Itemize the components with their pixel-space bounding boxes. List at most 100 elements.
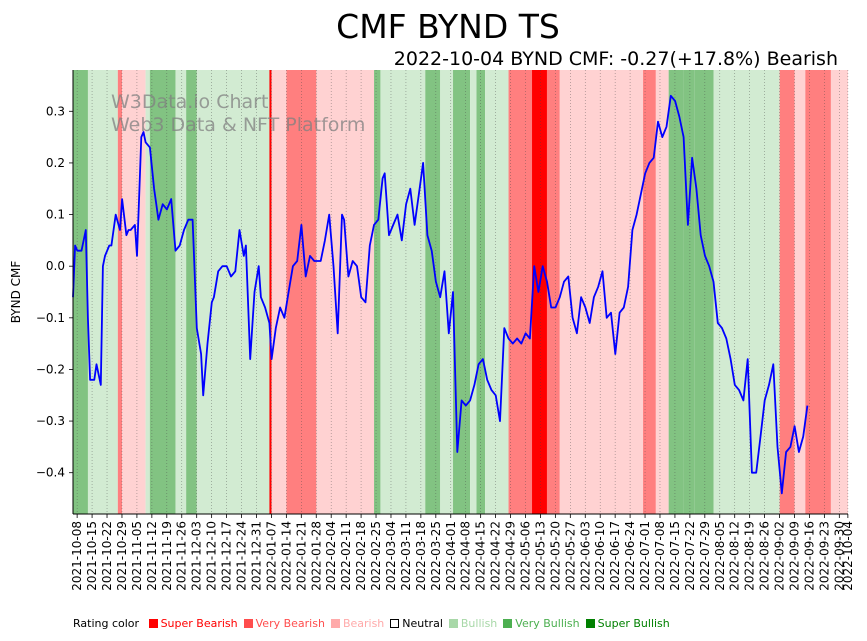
rating-band-bearish — [316, 70, 375, 514]
x-tick-label: 2022-06-10 — [593, 521, 607, 591]
rating-band-very_bullish — [683, 70, 695, 514]
x-tick-label: 2021-11-12 — [145, 521, 159, 591]
chart-title: CMF BYND TS — [336, 7, 560, 46]
x-tick-label: 2021-12-31 — [249, 521, 263, 591]
legend-item-label: Very Bearish — [255, 617, 325, 630]
rating-band-very_bullish — [374, 70, 381, 514]
x-tick-label: 2021-11-05 — [130, 521, 144, 591]
legend-item: Very Bullish — [503, 617, 580, 630]
axes — [72, 70, 848, 515]
legend-item-label: Super Bullish — [597, 617, 670, 630]
x-tick-label: 2021-10-15 — [85, 521, 99, 591]
x-tick-label: 2022-05-20 — [548, 521, 562, 591]
legend-swatch — [243, 619, 253, 628]
x-tick-label: 2022-09-30 — [832, 521, 846, 591]
x-tick-label: 2022-06-24 — [623, 521, 637, 591]
rating-band-very_bullish — [73, 70, 88, 514]
legend-items: Super Bearish Very Bearish Bearish Neutral B… — [148, 617, 676, 630]
legend-item-label: Super Bearish — [160, 617, 238, 630]
x-tick-label: 2022-04-01 — [444, 521, 458, 591]
y-tick-label: −0.2 — [36, 362, 65, 376]
x-tick-label: 2022-06-03 — [578, 521, 592, 591]
x-tick-label: 2022-02-04 — [324, 521, 338, 591]
y-tick-label: 0.0 — [46, 259, 65, 273]
rating-legend: Rating color Super Bearish Very Bearish Be… — [73, 617, 676, 630]
legend-item: Very Bearish — [243, 617, 325, 630]
rating-band-very_bearish — [546, 70, 560, 514]
rating-band-bullish — [485, 70, 509, 514]
chart-subtitle: 2022-10-04 BYND CMF: -0.27(+17.8%) Beari… — [394, 48, 838, 70]
x-tick-label: 2022-06-17 — [608, 521, 622, 591]
x-tick-label: 2022-10-04 — [841, 521, 855, 591]
x-tick-label: 2022-07-08 — [653, 521, 667, 591]
rating-bands — [73, 70, 848, 514]
x-tick-label: 2022-09-02 — [773, 521, 787, 591]
rating-band-very_bullish — [694, 70, 714, 514]
x-tick-label: 2022-05-13 — [533, 521, 547, 591]
x-tick-label: 2021-10-22 — [100, 521, 114, 591]
x-tick-label: 2021-12-03 — [190, 521, 204, 591]
rating-band-bearish — [794, 70, 806, 514]
y-tick-label: −0.1 — [36, 311, 65, 325]
x-tick-label: 2022-01-07 — [264, 521, 278, 591]
x-tick-label: 2021-11-19 — [160, 521, 174, 591]
x-tick-label: 2022-01-14 — [279, 521, 293, 591]
x-tick-label: 2022-03-18 — [414, 521, 428, 591]
rating-band-super_bearish — [532, 70, 547, 514]
x-axis-ticks: 2021-10-08 2021-10-15 2021-10-22 2021-10-29… — [70, 514, 855, 591]
x-tick-label: 2022-07-15 — [668, 521, 682, 591]
rating-band-very_bullish — [149, 70, 176, 514]
rating-band-very_bullish — [453, 70, 471, 514]
cmf-series-line — [72, 94, 809, 495]
x-tick-label: 2022-07-29 — [698, 521, 712, 591]
x-tick-label: 2022-04-15 — [474, 521, 488, 591]
y-tick-label: −0.4 — [36, 466, 65, 480]
x-tick-label: 2022-08-19 — [743, 521, 757, 591]
legend-item: Super Bullish — [585, 617, 670, 630]
legend-label: Rating color — [73, 617, 140, 630]
x-tick-label: 2022-08-05 — [713, 521, 727, 591]
x-tick-label: 2022-02-18 — [354, 521, 368, 591]
rating-band-bullish — [713, 70, 731, 514]
rating-band-very_bullish — [186, 70, 197, 514]
x-tick-label: 2022-07-01 — [638, 521, 652, 591]
x-tick-label: 2021-12-10 — [205, 521, 219, 591]
y-tick-label: 0.3 — [46, 104, 65, 118]
rating-band-bullish — [730, 70, 780, 514]
rating-band-bullish — [196, 70, 270, 514]
rating-band-bearish — [559, 70, 644, 514]
x-tick-label: 2022-04-22 — [489, 521, 503, 591]
legend-item: Bullish — [448, 617, 497, 630]
rating-band-very_bearish — [643, 70, 656, 514]
x-tick-label: 2022-07-22 — [683, 521, 697, 591]
y-tick-label: 0.1 — [46, 208, 65, 222]
x-tick-label: 2022-03-04 — [384, 521, 398, 591]
rating-band-very_bearish — [508, 70, 533, 514]
x-tick-label: 2022-02-25 — [369, 521, 383, 591]
legend-item: Neutral — [390, 617, 443, 630]
x-tick-label: 2022-05-27 — [563, 521, 577, 591]
x-tick-label: 2022-08-26 — [758, 521, 772, 591]
legend-item: Super Bearish — [148, 617, 238, 630]
x-tick-label: 2022-04-08 — [459, 521, 473, 591]
rating-band-bearish — [271, 70, 287, 514]
watermark-line-2: Web3 Data & NFT Platform — [111, 114, 365, 136]
legend-swatch — [585, 619, 595, 628]
x-tick-label: 2022-09-09 — [787, 521, 801, 591]
x-tick-label: 2021-11-26 — [175, 521, 189, 591]
x-tick-label: 2022-09-23 — [817, 521, 831, 591]
rating-band-bullish — [175, 70, 187, 514]
y-tick-label: 0.2 — [46, 156, 65, 170]
x-tick-label: 2022-03-25 — [429, 521, 443, 591]
y-axis-ticks: 0.3 0.2 0.1 0.0 −0.1 −0.2 −0.3 −0.4 — [36, 104, 73, 480]
rating-band-bullish — [380, 70, 426, 514]
legend-item-label: Bearish — [342, 617, 385, 630]
x-tick-label: 2022-05-06 — [518, 521, 532, 591]
watermark-line-1: W3Data.io Chart — [111, 91, 268, 113]
rating-band-bullish — [470, 70, 477, 514]
x-tick-label: 2022-02-11 — [339, 521, 353, 591]
x-tick-label: 2021-12-17 — [220, 521, 234, 591]
rating-band-super_bearish — [269, 70, 272, 514]
rating-band-bullish — [145, 70, 150, 514]
